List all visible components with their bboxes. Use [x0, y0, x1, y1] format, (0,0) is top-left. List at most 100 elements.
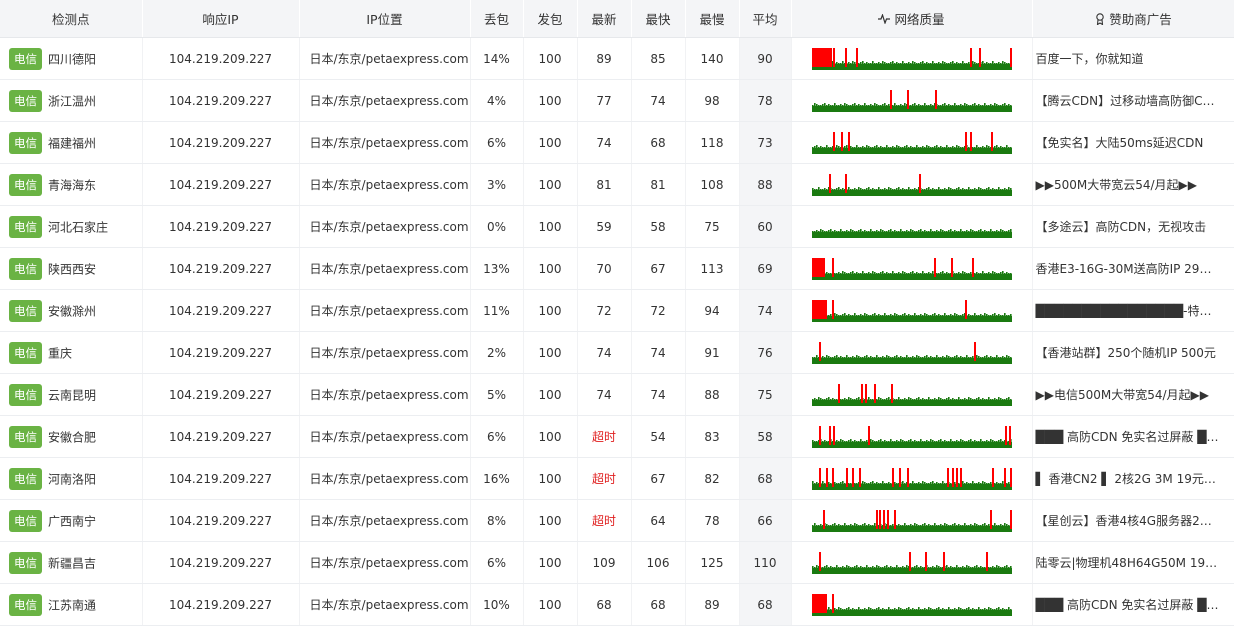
latency-tick: [841, 270, 844, 274]
latency-tick: [959, 566, 962, 568]
latency-tick: [967, 396, 970, 400]
latency-axis-bar: [811, 612, 1012, 616]
table-row[interactable]: 电信 福建福州 104.219.209.227 日本/东京/petaexpress.c…: [0, 121, 1234, 164]
sponsor-ad-link[interactable]: 【香港站群】250个随机IP 500元: [1032, 331, 1234, 374]
sponsor-ad-link[interactable]: ███ 高防CDN 免实名过屏蔽 ███: [1032, 583, 1234, 626]
ip-cell[interactable]: 104.219.209.227: [142, 331, 300, 374]
packet-loss-block: [811, 593, 827, 613]
latency-tick: [911, 60, 914, 64]
table-row[interactable]: 电信 新疆昌吉 104.219.209.227 日本/东京/petaexpress.c…: [0, 541, 1234, 584]
ip-cell[interactable]: 104.219.209.227: [142, 415, 300, 458]
table-row[interactable]: 电信 广西南宁 104.219.209.227 日本/东京/petaexpress.c…: [0, 499, 1234, 542]
col-header-point[interactable]: 检测点: [0, 0, 143, 38]
latency-tick: [971, 480, 974, 484]
sponsor-ad-link[interactable]: 百度一下，你就知道: [1032, 37, 1234, 80]
col-header-latest[interactable]: 最新: [577, 0, 632, 38]
point-cell: 电信 重庆: [0, 331, 143, 374]
sponsor-ad-link[interactable]: ▌ 香港CN2 ▌ 2核2G 3M 19元/月: [1032, 457, 1234, 500]
latency-tick: [1005, 188, 1008, 190]
isp-badge: 电信: [9, 593, 42, 616]
sponsor-ad-link[interactable]: 【免实名】大陆50ms延迟CDN: [1032, 121, 1234, 164]
point-cell: 电信 广西南宁: [0, 499, 143, 542]
col-header-loss[interactable]: 丢包: [470, 0, 524, 38]
latency-tick: [949, 187, 952, 190]
latency-tick: [827, 566, 830, 568]
ip-cell[interactable]: 104.219.209.227: [142, 583, 300, 626]
ip-cell[interactable]: 104.219.209.227: [142, 373, 300, 416]
table-row[interactable]: 电信 安徽滁州 104.219.209.227 日本/东京/petaexpress.c…: [0, 289, 1234, 332]
ip-cell[interactable]: 104.219.209.227: [142, 541, 300, 584]
latency-tick: [869, 438, 872, 442]
latency-tick: [913, 272, 916, 274]
ip-cell[interactable]: 104.219.209.227: [142, 289, 300, 332]
col-header-avg[interactable]: 平均: [739, 0, 792, 38]
latency-tick: [931, 146, 934, 148]
latency-tick: [1003, 522, 1006, 526]
latency-tick: [919, 524, 922, 526]
latency-tick: [919, 272, 922, 274]
latency-tick: [979, 398, 982, 400]
latency-tick: [915, 230, 918, 232]
latency-tick: [921, 104, 924, 106]
latency-tick: [931, 565, 934, 568]
city-name: 陕西西安: [48, 262, 97, 276]
latency-tick: [833, 522, 836, 526]
sponsor-ad-link[interactable]: ████████████████-特价服务器: [1032, 289, 1234, 332]
ip-cell[interactable]: 104.219.209.227: [142, 499, 300, 542]
ip-cell[interactable]: 104.219.209.227: [142, 247, 300, 290]
latency-tick: [881, 398, 884, 400]
latency-tick: [933, 102, 936, 106]
packet-loss-spike: [1009, 467, 1012, 487]
quality-cell: [791, 37, 1033, 80]
table-row[interactable]: 电信 河南洛阳 104.219.209.227 日本/东京/petaexpress.c…: [0, 457, 1234, 500]
table-row[interactable]: 电信 重庆 104.219.209.227 日本/东京/petaexpress.com…: [0, 331, 1234, 374]
col-header-sent[interactable]: 发包: [523, 0, 578, 38]
col-header-slowest[interactable]: 最慢: [685, 0, 740, 38]
ip-cell[interactable]: 104.219.209.227: [142, 79, 300, 122]
col-header-ip[interactable]: 响应IP: [142, 0, 300, 38]
latency-tick: [959, 398, 962, 400]
sponsor-ad-link[interactable]: 香港E3-16G-30M送高防IP 299元: [1032, 247, 1234, 290]
ip-cell[interactable]: 104.219.209.227: [142, 457, 300, 500]
packet-loss-block: [811, 257, 825, 277]
latency-tick: [905, 314, 908, 316]
sponsor-ad-link[interactable]: 【多途云】高防CDN，无视攻击: [1032, 205, 1234, 248]
col-header-location[interactable]: IP位置: [299, 0, 471, 38]
fastest-cell: 72: [631, 289, 686, 332]
latency-tick: [879, 228, 882, 232]
sponsor-ad-link[interactable]: ▶▶500M大带宽云54/月起▶▶: [1032, 163, 1234, 206]
sponsor-ad-link[interactable]: ███ 高防CDN 免实名过屏蔽 ███: [1032, 415, 1234, 458]
table-row[interactable]: 电信 陕西西安 104.219.209.227 日本/东京/petaexpress.c…: [0, 247, 1234, 290]
sponsor-ad-link[interactable]: 【星创云】香港4核4G服务器29元: [1032, 499, 1234, 542]
packet-loss-spike: [837, 383, 840, 403]
table-row[interactable]: 电信 江苏南通 104.219.209.227 日本/东京/petaexpress.c…: [0, 583, 1234, 626]
latency-tick: [965, 229, 968, 232]
sponsor-ad-link[interactable]: 【腾云CDN】过移动墙高防御CDN: [1032, 79, 1234, 122]
sponsor-ad-link[interactable]: 陆零云|物理机48H64G50M 199元: [1032, 541, 1234, 584]
latency-tick: [899, 228, 902, 232]
table-row[interactable]: 电信 云南昆明 104.219.209.227 日本/东京/petaexpress.c…: [0, 373, 1234, 416]
ip-cell[interactable]: 104.219.209.227: [142, 121, 300, 164]
col-header-fastest[interactable]: 最快: [631, 0, 686, 38]
latency-tick: [971, 524, 974, 526]
latency-tick: [885, 354, 888, 358]
latency-tick: [997, 146, 1000, 148]
city-name: 广西南宁: [48, 514, 97, 528]
table-row[interactable]: 电信 河北石家庄 104.219.209.227 日本/东京/petaexpress.…: [0, 205, 1234, 248]
latency-tick: [869, 355, 872, 358]
ip-cell[interactable]: 104.219.209.227: [142, 163, 300, 206]
table-row[interactable]: 电信 四川德阳 104.219.209.227 日本/东京/petaexpress.c…: [0, 37, 1234, 80]
ip-cell[interactable]: 104.219.209.227: [142, 37, 300, 80]
table-row[interactable]: 电信 青海海东 104.219.209.227 日本/东京/petaexpress.c…: [0, 163, 1234, 206]
network-quality-sparkline: [811, 47, 1012, 70]
table-row[interactable]: 电信 浙江温州 104.219.209.227 日本/东京/petaexpress.c…: [0, 79, 1234, 122]
latency-tick: [895, 482, 898, 484]
latency-tick: [849, 62, 852, 64]
latency-tick: [995, 564, 998, 568]
sponsor-ad-link[interactable]: ▶▶电信500M大带宽54/月起▶▶: [1032, 373, 1234, 416]
latency-tick: [993, 145, 996, 148]
latency-baseline-bar: [811, 273, 1012, 277]
ip-cell[interactable]: 104.219.209.227: [142, 205, 300, 248]
latency-tick: [891, 104, 894, 106]
table-row[interactable]: 电信 安徽合肥 104.219.209.227 日本/东京/petaexpress.c…: [0, 415, 1234, 458]
